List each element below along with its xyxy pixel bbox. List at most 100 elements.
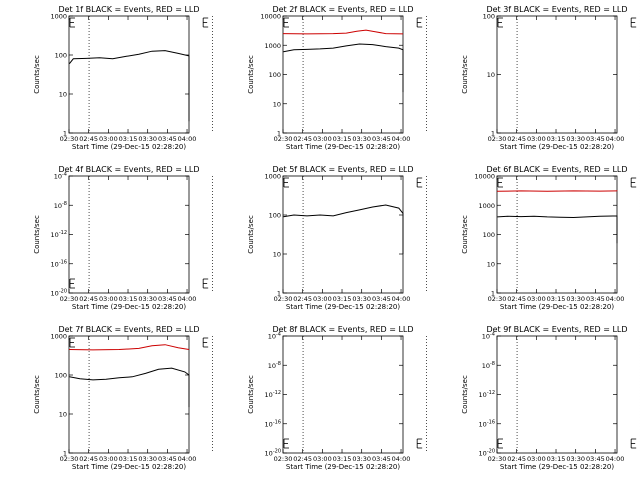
x-tick-label: 03:00 <box>99 295 118 303</box>
x-tick-label: 03:00 <box>527 135 546 143</box>
x-axis-label: Start Time (29-Dec-15 02:28:20) <box>286 303 400 311</box>
x-tick-label: 04:00 <box>392 135 411 143</box>
series-events-line <box>497 215 618 244</box>
x-tick-label: 03:45 <box>158 295 177 303</box>
plot-frame <box>68 335 190 454</box>
x-tick-label: 04:00 <box>606 295 625 303</box>
y-tick-label: 100 <box>483 13 495 21</box>
series-events-line <box>69 367 190 408</box>
x-tick-label: 02:45 <box>79 295 98 303</box>
x-tick-label: 02:30 <box>274 295 293 303</box>
event-marker-E <box>69 278 75 289</box>
x-tick-label: 03:00 <box>313 295 332 303</box>
y-tick-label: 1 <box>63 130 67 138</box>
y-tick-label: 100 <box>269 212 281 220</box>
chart-panel-8: Det 8f BLACK = Events, RED = LLD 10-20 10-… <box>247 325 427 471</box>
chart-panel-2: Det 2f BLACK = Events, RED = LLD 1 10 100 10… <box>247 5 427 151</box>
chart-panel-9: Det 9f BLACK = Events, RED = LLD 10-20 10-… <box>461 325 640 471</box>
y-tick-label: 10-12 <box>51 230 67 239</box>
y-tick-label: 10-12 <box>479 390 495 399</box>
y-tick-label: 10 <box>487 260 495 268</box>
x-tick-label: 03:00 <box>313 135 332 143</box>
x-axis-label: Start Time (29-Dec-15 02:28:20) <box>286 143 400 151</box>
y-tick-label: 10-16 <box>479 419 495 428</box>
y-tick-label: 10-4 <box>54 172 67 181</box>
event-marker-E <box>202 278 209 289</box>
y-tick-label: 100 <box>55 372 67 380</box>
x-tick-label: 02:45 <box>507 135 526 143</box>
chart-title: Det 3f BLACK = Events, RED = LLD <box>486 5 627 14</box>
plot-frame <box>496 335 618 454</box>
plot-frame <box>496 15 618 134</box>
y-tick-label: 100 <box>269 71 281 79</box>
x-tick-label: 03:00 <box>99 455 118 463</box>
chart-title: Det 7f BLACK = Events, RED = LLD <box>58 325 199 334</box>
x-tick-label: 03:45 <box>586 295 605 303</box>
x-tick-label: 04:00 <box>606 135 625 143</box>
x-tick-label: 03:45 <box>372 455 391 463</box>
x-tick-label: 02:45 <box>293 135 312 143</box>
x-tick-label: 03:00 <box>527 295 546 303</box>
x-axis-label: Start Time (29-Dec-15 02:28:20) <box>500 463 614 471</box>
event-marker-E <box>497 17 503 28</box>
x-tick-label: 03:30 <box>352 135 371 143</box>
x-tick-label: 02:45 <box>293 455 312 463</box>
x-axis-label: Start Time (29-Dec-15 02:28:20) <box>286 463 400 471</box>
y-tick-label: 1000 <box>50 333 67 341</box>
x-tick-label: 04:00 <box>178 455 197 463</box>
event-marker-E <box>416 177 423 188</box>
chart-title: Det 4f BLACK = Events, RED = LLD <box>58 165 199 174</box>
y-tick-label: 10-20 <box>51 289 67 298</box>
y-tick-label: 1 <box>277 290 281 298</box>
series-events-line <box>69 50 190 122</box>
event-marker-E <box>283 17 289 28</box>
y-axis-label: Counts/sec <box>247 55 255 94</box>
x-tick-label: 02:30 <box>488 455 507 463</box>
x-tick-label: 03:30 <box>566 135 585 143</box>
event-marker-E <box>416 438 423 449</box>
y-tick-label: 1000 <box>264 42 281 50</box>
event-marker-E <box>69 17 75 28</box>
x-tick-label: 04:00 <box>392 455 411 463</box>
x-tick-label: 02:30 <box>488 135 507 143</box>
chart-panel-7: Det 7f BLACK = Events, RED = LLD 1 10 100 10… <box>33 325 213 471</box>
chart-panel-4: Det 4f BLACK = Events, RED = LLD 10-20 10-… <box>33 165 213 311</box>
x-tick-label: 03:15 <box>547 135 566 143</box>
x-tick-label: 03:30 <box>138 295 157 303</box>
y-axis-label: Counts/sec <box>33 55 41 94</box>
chart-title: Det 8f BLACK = Events, RED = LLD <box>272 325 413 334</box>
y-tick-label: 1000 <box>478 202 495 210</box>
x-tick-label: 02:30 <box>60 135 79 143</box>
chart-panel-6: Det 6f BLACK = Events, RED = LLD 1 10 100 10… <box>461 165 640 311</box>
x-tick-label: 03:30 <box>138 455 157 463</box>
x-axis-label: Start Time (29-Dec-15 02:28:20) <box>500 303 614 311</box>
plot-frame <box>496 175 618 294</box>
y-tick-label: 1 <box>277 130 281 138</box>
y-tick-label: 10 <box>273 100 281 108</box>
event-marker-E <box>630 438 637 449</box>
x-tick-label: 03:30 <box>138 135 157 143</box>
y-tick-label: 100 <box>483 231 495 239</box>
x-tick-label: 02:30 <box>488 295 507 303</box>
chart-panel-3: Det 3f BLACK = Events, RED = LLD 1 10 100 Co… <box>461 5 640 151</box>
x-tick-label: 04:00 <box>178 135 197 143</box>
y-axis-label: Counts/sec <box>461 215 469 254</box>
plot-frame <box>282 175 404 294</box>
series-events-line <box>283 204 404 254</box>
x-tick-label: 03:30 <box>566 455 585 463</box>
y-tick-label: 10-16 <box>51 259 67 268</box>
series-events-line <box>283 43 404 93</box>
x-tick-label: 04:00 <box>392 295 411 303</box>
event-marker-E <box>497 177 503 188</box>
chart-title: Det 6f BLACK = Events, RED = LLD <box>486 165 627 174</box>
plot-frame <box>68 15 190 134</box>
y-tick-label: 1 <box>491 130 495 138</box>
x-tick-label: 03:45 <box>586 135 605 143</box>
x-axis-label: Start Time (29-Dec-15 02:28:20) <box>72 143 186 151</box>
x-tick-label: 04:00 <box>606 455 625 463</box>
chart-title: Det 9f BLACK = Events, RED = LLD <box>486 325 627 334</box>
x-tick-label: 03:45 <box>372 135 391 143</box>
x-tick-label: 03:15 <box>119 135 138 143</box>
x-tick-label: 03:45 <box>158 455 177 463</box>
